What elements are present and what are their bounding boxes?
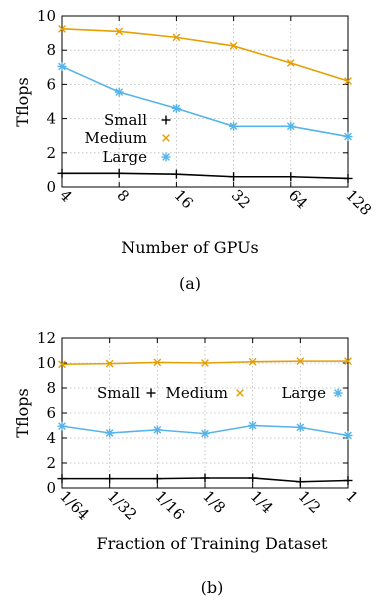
y-tick-label: 0 <box>46 178 56 196</box>
y-tick-label: 0 <box>46 479 56 497</box>
x-tick-label: 4 <box>56 186 75 205</box>
y-tick-label: 10 <box>37 7 56 25</box>
data-point-medium <box>248 357 257 366</box>
y-tick-label: 6 <box>46 404 56 422</box>
data-point-small <box>171 169 181 179</box>
y-tick-label: 2 <box>46 454 56 472</box>
data-point-small <box>343 476 353 485</box>
legend-label-small: Small <box>97 384 140 402</box>
data-point-large <box>200 429 210 439</box>
x-tick-label: 1/16 <box>152 487 189 524</box>
data-point-medium <box>344 77 352 85</box>
caption: (a) <box>179 274 201 293</box>
data-point-large <box>114 87 124 97</box>
data-point-small <box>229 172 239 182</box>
data-point-medium <box>344 357 352 365</box>
data-point-large <box>57 421 67 431</box>
data-point-medium <box>153 358 162 367</box>
data-point-large <box>343 132 353 142</box>
legend-label-medium: Medium <box>165 384 228 402</box>
legend-marker-large <box>161 152 171 162</box>
data-point-small <box>105 474 115 484</box>
legend-marker-small <box>161 115 171 125</box>
caption: (b) <box>201 578 224 597</box>
y-tick-label: 8 <box>46 379 56 397</box>
data-point-large <box>295 422 305 432</box>
x-tick-label: 16 <box>171 186 197 212</box>
series-line-small <box>62 172 349 180</box>
x-tick-label: 64 <box>285 186 311 212</box>
legend-marker-medium <box>236 389 244 397</box>
y-tick-label: 8 <box>46 41 56 59</box>
data-point-small <box>295 477 305 487</box>
data-point-small <box>286 172 296 182</box>
series-line-large <box>61 65 349 138</box>
x-tick-label: 1/2 <box>295 487 325 517</box>
data-point-small <box>343 173 353 183</box>
data-point-small <box>200 473 210 483</box>
x-tick-label: 1/4 <box>247 487 277 517</box>
data-point-medium <box>58 360 66 369</box>
x-axis-label: Number of GPUs <box>121 238 259 257</box>
x-tick-label: 32 <box>228 186 254 212</box>
x-tick-label: 1/32 <box>104 487 141 524</box>
x-axis-label: Fraction of Training Dataset <box>97 534 329 553</box>
y-axis-label: Tflops <box>13 77 32 126</box>
data-point-large <box>248 421 258 430</box>
data-point-medium <box>115 27 124 36</box>
data-point-large <box>343 431 353 440</box>
data-point-large <box>152 425 162 435</box>
y-tick-label: 6 <box>46 75 56 93</box>
legend-label-large: Large <box>102 148 147 166</box>
data-point-medium <box>296 357 305 365</box>
series-line-medium <box>61 28 349 82</box>
legend-marker-medium <box>162 134 170 142</box>
data-point-medium <box>201 359 209 367</box>
data-point-large <box>229 121 239 131</box>
legend-label-large: Large <box>281 384 326 402</box>
y-tick-label: 10 <box>37 354 56 372</box>
y-tick-label: 4 <box>46 429 56 447</box>
data-point-large <box>171 103 181 113</box>
data-point-large <box>286 121 296 131</box>
plot-frame <box>61 15 349 188</box>
data-point-medium <box>58 24 66 33</box>
legend-marker-small <box>146 388 156 398</box>
data-point-small <box>152 474 162 484</box>
x-tick-label: 128 <box>342 186 375 219</box>
x-tick-label: 1 <box>342 487 361 506</box>
data-point-large <box>105 428 115 438</box>
chart-b: 0 2 4 6 8 10 12 1/64 1/32 1/16 1/8 1/4 1/2 1 Fraction … <box>13 329 362 597</box>
x-tick-label: 8 <box>113 186 132 205</box>
data-point-small <box>57 474 67 484</box>
data-point-medium <box>229 42 238 50</box>
y-tick-label: 4 <box>46 110 56 128</box>
y-axis-label: Tflops <box>13 388 32 437</box>
y-tick-label: 2 <box>46 144 56 162</box>
data-point-small <box>248 473 258 483</box>
chart-a: 0 2 4 6 8 10 4 8 16 32 64 128 Number of GPUs Tflops (a… <box>13 7 375 293</box>
legend-label-medium: Medium <box>84 129 147 147</box>
y-tick-label: 12 <box>37 329 56 347</box>
legend: Small Medium Large <box>97 384 343 402</box>
x-tick-label: 1/64 <box>56 487 93 524</box>
data-point-small <box>114 168 124 178</box>
data-point-small <box>57 168 67 178</box>
data-point-large <box>57 61 67 71</box>
legend-label-small: Small <box>104 111 147 129</box>
legend-marker-large <box>333 388 343 398</box>
x-tick-label: 1/8 <box>199 487 229 517</box>
data-point-medium <box>172 33 181 42</box>
data-point-medium <box>286 59 295 67</box>
data-point-medium <box>105 359 114 368</box>
